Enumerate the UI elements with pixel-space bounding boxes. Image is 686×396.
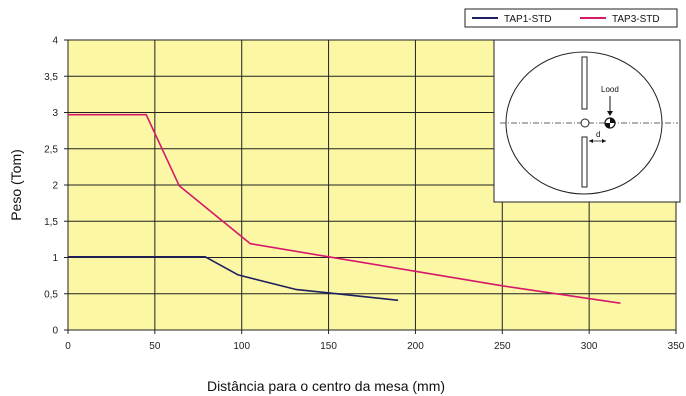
legend: TAP1-STD TAP3-STD (464, 8, 678, 28)
grid (67, 39, 677, 331)
arrow-head-icon (607, 111, 613, 116)
y-axis-ticks: 0 0,5 1 1,5 2 2,5 3 3,5 4 (44, 36, 68, 337)
distance-label: d (596, 130, 600, 139)
y-tick-label: 2,5 (44, 144, 58, 155)
t-slot-bottom (581, 136, 588, 188)
table-diagram: Lood d (493, 39, 681, 203)
table-center-icon (580, 118, 590, 128)
y-tick-label: 0 (52, 326, 58, 337)
y-tick-label: 1,5 (44, 217, 58, 228)
x-tick-label: 350 (668, 341, 685, 352)
series-lines (68, 113, 621, 304)
load-label: Lood (601, 85, 619, 94)
y-tick-label: 3 (52, 108, 58, 119)
x-tick-label: 0 (65, 341, 71, 352)
y-axis-title: Peso (Tom) (8, 149, 24, 221)
y-tick-label: 0,5 (44, 289, 58, 300)
y-tick-label: 2 (52, 181, 58, 192)
legend-label-tap3: TAP3-STD (612, 14, 660, 25)
x-tick-label: 150 (320, 341, 337, 352)
x-tick-label: 250 (494, 341, 511, 352)
y-tick-label: 4 (52, 36, 58, 47)
x-tick-label: 200 (407, 341, 424, 352)
load-quadrant-icon (605, 123, 610, 128)
legend-label-tap1: TAP1-STD (504, 14, 552, 25)
x-tick-label: 100 (233, 341, 250, 352)
arrow-head-icon (589, 139, 593, 143)
legend-frame (464, 8, 678, 28)
t-slot-top (581, 56, 588, 110)
series-line-tap1-std (68, 255, 399, 302)
x-axis-ticks: 0 50 100 150 200 250 300 350 (65, 330, 685, 352)
arrow-head-icon (602, 139, 606, 143)
y-tick-label: 1 (52, 253, 58, 264)
load-quadrant-icon (610, 118, 615, 123)
x-axis-title: Distância para o centro da mesa (mm) (207, 378, 445, 394)
y-tick-label: 3,5 (44, 72, 58, 83)
x-tick-label: 50 (149, 341, 161, 352)
x-tick-label: 300 (581, 341, 598, 352)
series-line-tap3-std (68, 113, 621, 304)
